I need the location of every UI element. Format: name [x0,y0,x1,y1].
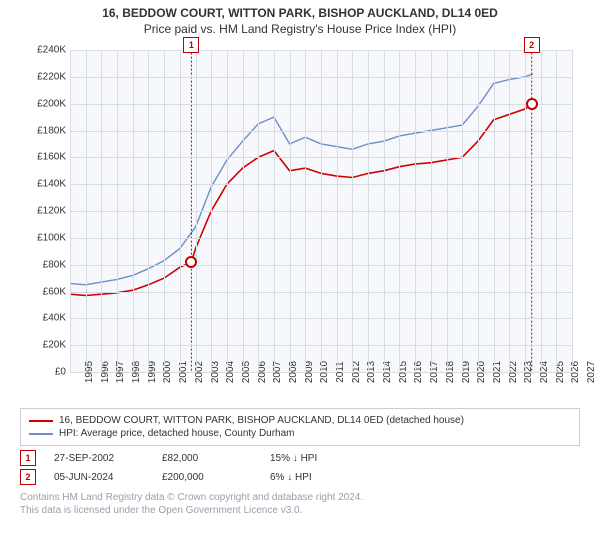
data-point [185,256,197,268]
chart-subtitle: Price paid vs. HM Land Registry's House … [10,22,590,36]
legend-label: HPI: Average price, detached house, Coun… [59,428,295,439]
y-axis-label: £140K [37,179,70,190]
transaction-price: £200,000 [162,472,252,483]
y-axis-label: £40K [43,313,70,324]
transaction-price: £82,000 [162,453,252,464]
transaction-date: 05-JUN-2024 [54,472,144,483]
transaction-delta: 6% ↓ HPI [270,472,360,483]
y-axis-label: £220K [37,71,70,82]
transactions-table: 1 27-SEP-2002 £82,000 15% ↓ HPI 2 05-JUN… [20,450,580,485]
y-axis-label: £100K [37,232,70,243]
y-axis-label: £60K [43,286,70,297]
attribution: Contains HM Land Registry data © Crown c… [20,491,580,517]
legend-item: HPI: Average price, detached house, Coun… [29,428,571,439]
chart-title: 16, BEDDOW COURT, WITTON PARK, BISHOP AU… [10,6,590,20]
plot-area: £0 £20K £40K £60K £80K £100K £120K £140K £160K £1… [20,42,580,402]
table-row: 2 05-JUN-2024 £200,000 6% ↓ HPI [20,469,580,485]
y-axis-label: £120K [37,206,70,217]
y-axis-label: £180K [37,125,70,136]
legend-item: 16, BEDDOW COURT, WITTON PARK, BISHOP AU… [29,415,571,426]
chart-container: 16, BEDDOW COURT, WITTON PARK, BISHOP AU… [0,0,600,521]
legend-label: 16, BEDDOW COURT, WITTON PARK, BISHOP AU… [59,415,464,426]
plot-inner: £0£20K£40K£60K£80K£100K£120K£140K£160K£1… [70,50,572,372]
y-axis-label: £80K [43,259,70,270]
chart-marker: 1 [183,37,199,53]
data-point [526,98,538,110]
x-axis-label: 2027 [572,361,597,383]
attribution-line: Contains HM Land Registry data © Crown c… [20,491,580,504]
y-axis-label: £160K [37,152,70,163]
legend: 16, BEDDOW COURT, WITTON PARK, BISHOP AU… [20,408,580,446]
transaction-delta: 15% ↓ HPI [270,453,360,464]
transaction-marker: 1 [20,450,36,466]
table-row: 1 27-SEP-2002 £82,000 15% ↓ HPI [20,450,580,466]
y-axis-label: £240K [37,45,70,56]
transaction-date: 27-SEP-2002 [54,453,144,464]
legend-swatch [29,433,53,435]
y-axis-label: £0 [55,367,70,378]
chart-marker: 2 [524,37,540,53]
y-axis-label: £20K [43,340,70,351]
transaction-marker: 2 [20,469,36,485]
legend-swatch [29,420,53,422]
attribution-line: This data is licensed under the Open Gov… [20,504,580,517]
y-axis-label: £200K [37,98,70,109]
